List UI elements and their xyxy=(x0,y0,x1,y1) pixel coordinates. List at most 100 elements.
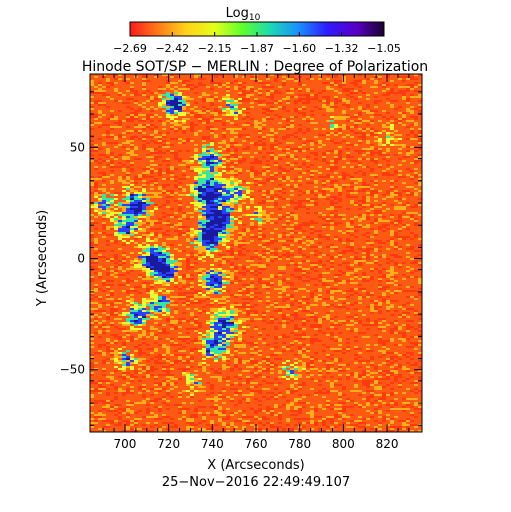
heatmap-cell xyxy=(298,338,302,340)
heatmap-cell xyxy=(266,86,270,88)
heatmap-cell xyxy=(118,78,122,80)
heatmap-cell xyxy=(138,212,142,214)
heatmap-cell xyxy=(310,122,314,124)
heatmap-cell xyxy=(298,226,302,228)
heatmap-cell xyxy=(326,316,330,318)
heatmap-cell xyxy=(234,110,238,112)
heatmap-cell xyxy=(202,268,206,270)
heatmap-cell xyxy=(226,192,230,194)
heatmap-cell xyxy=(398,152,402,154)
heatmap-cell xyxy=(142,330,146,332)
heatmap-cell xyxy=(214,158,218,160)
heatmap-cell xyxy=(198,290,202,292)
heatmap-cell xyxy=(246,192,250,194)
heatmap-cell xyxy=(218,110,222,112)
heatmap-cell xyxy=(414,276,418,278)
heatmap-cell xyxy=(210,204,214,206)
heatmap-cell xyxy=(270,222,274,224)
heatmap-cell xyxy=(198,116,202,118)
heatmap-cell xyxy=(350,82,354,84)
heatmap-cell xyxy=(278,74,282,76)
heatmap-cell xyxy=(134,236,138,238)
heatmap-cell xyxy=(242,326,246,328)
heatmap-cell xyxy=(218,282,222,284)
heatmap-cell xyxy=(330,104,334,106)
heatmap-cell xyxy=(98,84,102,86)
heatmap-cell xyxy=(322,282,326,284)
heatmap-cell xyxy=(326,328,330,330)
heatmap-cell xyxy=(110,308,114,310)
heatmap-cell xyxy=(158,96,162,98)
heatmap-cell xyxy=(222,336,226,338)
heatmap-cell xyxy=(394,326,398,328)
heatmap-cell xyxy=(158,116,162,118)
heatmap-cell xyxy=(214,200,218,202)
heatmap-cell xyxy=(390,234,394,236)
heatmap-cell xyxy=(210,234,214,236)
heatmap-cell xyxy=(254,270,258,272)
heatmap-cell xyxy=(394,332,398,334)
heatmap-cell xyxy=(206,210,210,212)
heatmap-cell xyxy=(390,180,394,182)
heatmap-cell xyxy=(394,234,398,236)
heatmap-cell xyxy=(390,100,394,102)
heatmap-cell xyxy=(278,308,282,310)
heatmap-cell xyxy=(362,250,366,252)
heatmap-cell xyxy=(370,292,374,294)
heatmap-cell xyxy=(338,274,342,276)
heatmap-cell xyxy=(406,156,410,158)
heatmap-cell xyxy=(230,168,234,170)
heatmap-cell xyxy=(230,190,234,192)
heatmap-cell xyxy=(286,314,290,316)
heatmap-cell xyxy=(318,212,322,214)
heatmap-cell xyxy=(130,302,134,304)
heatmap-cell xyxy=(390,300,394,302)
heatmap-cell xyxy=(378,322,382,324)
heatmap-cell xyxy=(342,214,346,216)
heatmap-cell xyxy=(402,208,406,210)
heatmap-cell xyxy=(210,292,214,294)
heatmap-cell xyxy=(398,86,402,88)
heatmap-cell xyxy=(358,96,362,98)
heatmap-cell xyxy=(126,324,130,326)
heatmap-cell xyxy=(90,324,94,326)
heatmap-cell xyxy=(298,250,302,252)
heatmap-cell xyxy=(162,110,166,112)
heatmap-cell xyxy=(314,278,318,280)
heatmap-cell xyxy=(354,328,358,330)
heatmap-cell xyxy=(174,108,178,110)
heatmap-cell xyxy=(198,174,202,176)
heatmap-cell xyxy=(278,214,282,216)
heatmap-cell xyxy=(246,310,250,312)
heatmap-cell xyxy=(102,144,106,146)
heatmap-cell xyxy=(298,288,302,290)
heatmap-cell xyxy=(162,288,166,290)
heatmap-cell xyxy=(410,218,414,220)
heatmap-cell xyxy=(218,286,222,288)
heatmap-cell xyxy=(174,200,178,202)
heatmap-cell xyxy=(330,212,334,214)
heatmap-cell xyxy=(322,332,326,334)
heatmap-cell xyxy=(374,180,378,182)
heatmap-cell xyxy=(266,96,270,98)
heatmap-cell xyxy=(150,314,154,316)
heatmap-cell xyxy=(198,214,202,216)
heatmap-cell xyxy=(346,190,350,192)
heatmap-cell xyxy=(114,310,118,312)
heatmap-cell xyxy=(230,276,234,278)
heatmap-cell xyxy=(330,338,334,340)
heatmap-cell xyxy=(170,128,174,130)
heatmap-cell xyxy=(230,114,234,116)
heatmap-cell xyxy=(262,286,266,288)
heatmap-cell xyxy=(118,120,122,122)
heatmap-cell xyxy=(294,232,298,234)
heatmap-cell xyxy=(322,194,326,196)
heatmap-cell xyxy=(246,326,250,328)
heatmap-cell xyxy=(158,120,162,122)
heatmap-cell xyxy=(238,102,242,104)
heatmap-cell xyxy=(234,116,238,118)
heatmap-cell xyxy=(346,274,350,276)
heatmap-cell xyxy=(250,190,254,192)
heatmap-cell xyxy=(334,126,338,128)
heatmap-cell xyxy=(342,118,346,120)
